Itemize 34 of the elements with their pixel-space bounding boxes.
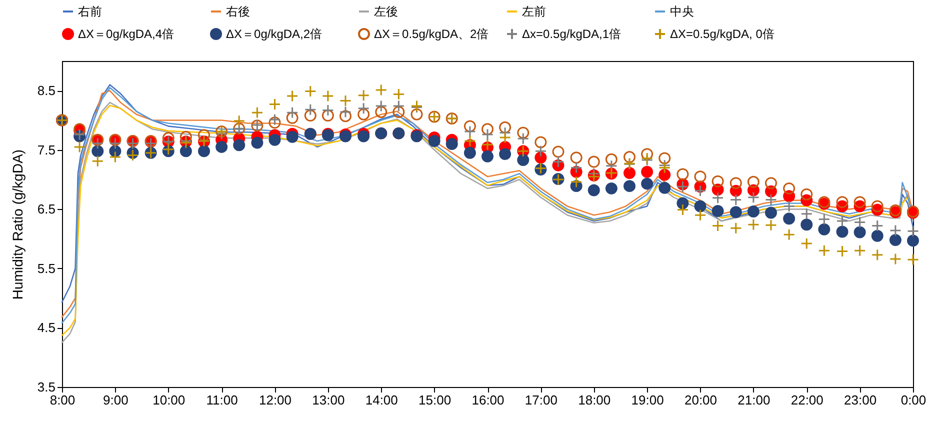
legend-label: ΔX＝0g/kgDA,4倍 [78, 27, 174, 41]
x-tick-label: 0:00 [900, 392, 926, 408]
legend-label: 右前 [78, 4, 102, 18]
y-tick-label: 4.5 [37, 320, 56, 336]
legend-label: 右後 [226, 4, 250, 18]
legend-label: 左前 [522, 4, 546, 18]
x-tick-label: 19:00 [631, 392, 664, 408]
y-tick-label: 5.5 [37, 260, 56, 276]
x-tick-label: 11:00 [206, 392, 238, 408]
legend-label: ΔX=0.5g/kgDA, 0倍 [670, 27, 774, 41]
x-tick-label: 14:00 [365, 392, 398, 408]
legend-label: Δx=0.5g/kgDA,1倍 [522, 27, 622, 41]
legend-label: ΔX＝0g/kgDA,2倍 [226, 27, 322, 41]
x-tick-label: 18:00 [578, 392, 611, 408]
legend-label: 左後 [374, 4, 398, 18]
x-tick-label: 22:00 [790, 392, 824, 408]
x-tick-label: 10:00 [152, 392, 186, 408]
x-tick-label: 17:00 [524, 392, 558, 408]
x-tick-label: 12:00 [258, 392, 292, 408]
legend-label: ΔX＝0.5g/kgDA、2倍 [374, 27, 489, 41]
x-tick-label: 21:00 [738, 392, 770, 408]
y-tick-label: 6.5 [37, 202, 56, 217]
x-tick-label: 16:00 [472, 392, 504, 408]
y-tick-label: 8.5 [37, 83, 56, 98]
x-tick-label: 13:00 [312, 392, 345, 408]
y-tick-label: 7.5 [37, 142, 56, 158]
x-tick-label: 23:00 [844, 392, 877, 408]
x-tick-label: 8:00 [50, 392, 76, 408]
x-tick-label: 20:00 [684, 392, 718, 408]
x-tick-label: 9:00 [103, 392, 128, 408]
legend-label: 中央 [670, 4, 694, 18]
y-tick-label: 3.5 [37, 380, 56, 394]
x-tick-label: 15:00 [418, 392, 452, 408]
y-axis-title: Humidity Ratio (g/kgDA) [9, 149, 26, 300]
